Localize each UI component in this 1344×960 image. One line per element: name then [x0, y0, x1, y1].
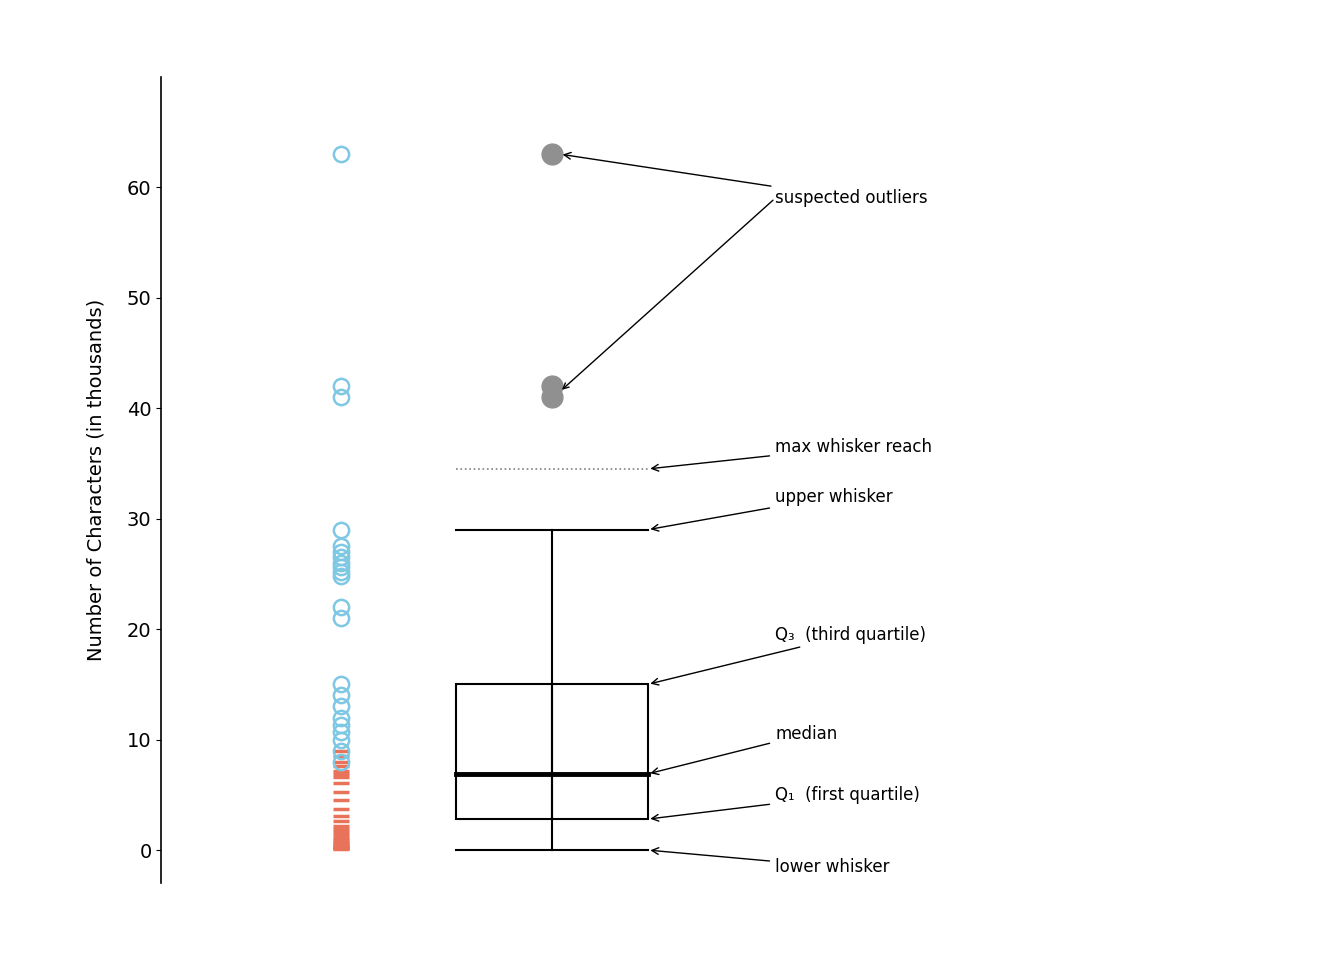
Text: lower whisker: lower whisker	[652, 848, 890, 876]
Y-axis label: Number of Characters (in thousands): Number of Characters (in thousands)	[87, 299, 106, 661]
Text: Q₁  (first quartile): Q₁ (first quartile)	[652, 786, 919, 821]
Text: median: median	[652, 725, 837, 775]
Bar	[552, 684, 648, 819]
Text: upper whisker: upper whisker	[652, 488, 892, 531]
Bar	[456, 684, 552, 819]
Text: Q₃  (third quartile): Q₃ (third quartile)	[652, 626, 926, 685]
Text: suspected outliers: suspected outliers	[564, 153, 927, 207]
Text: max whisker reach: max whisker reach	[652, 438, 933, 471]
